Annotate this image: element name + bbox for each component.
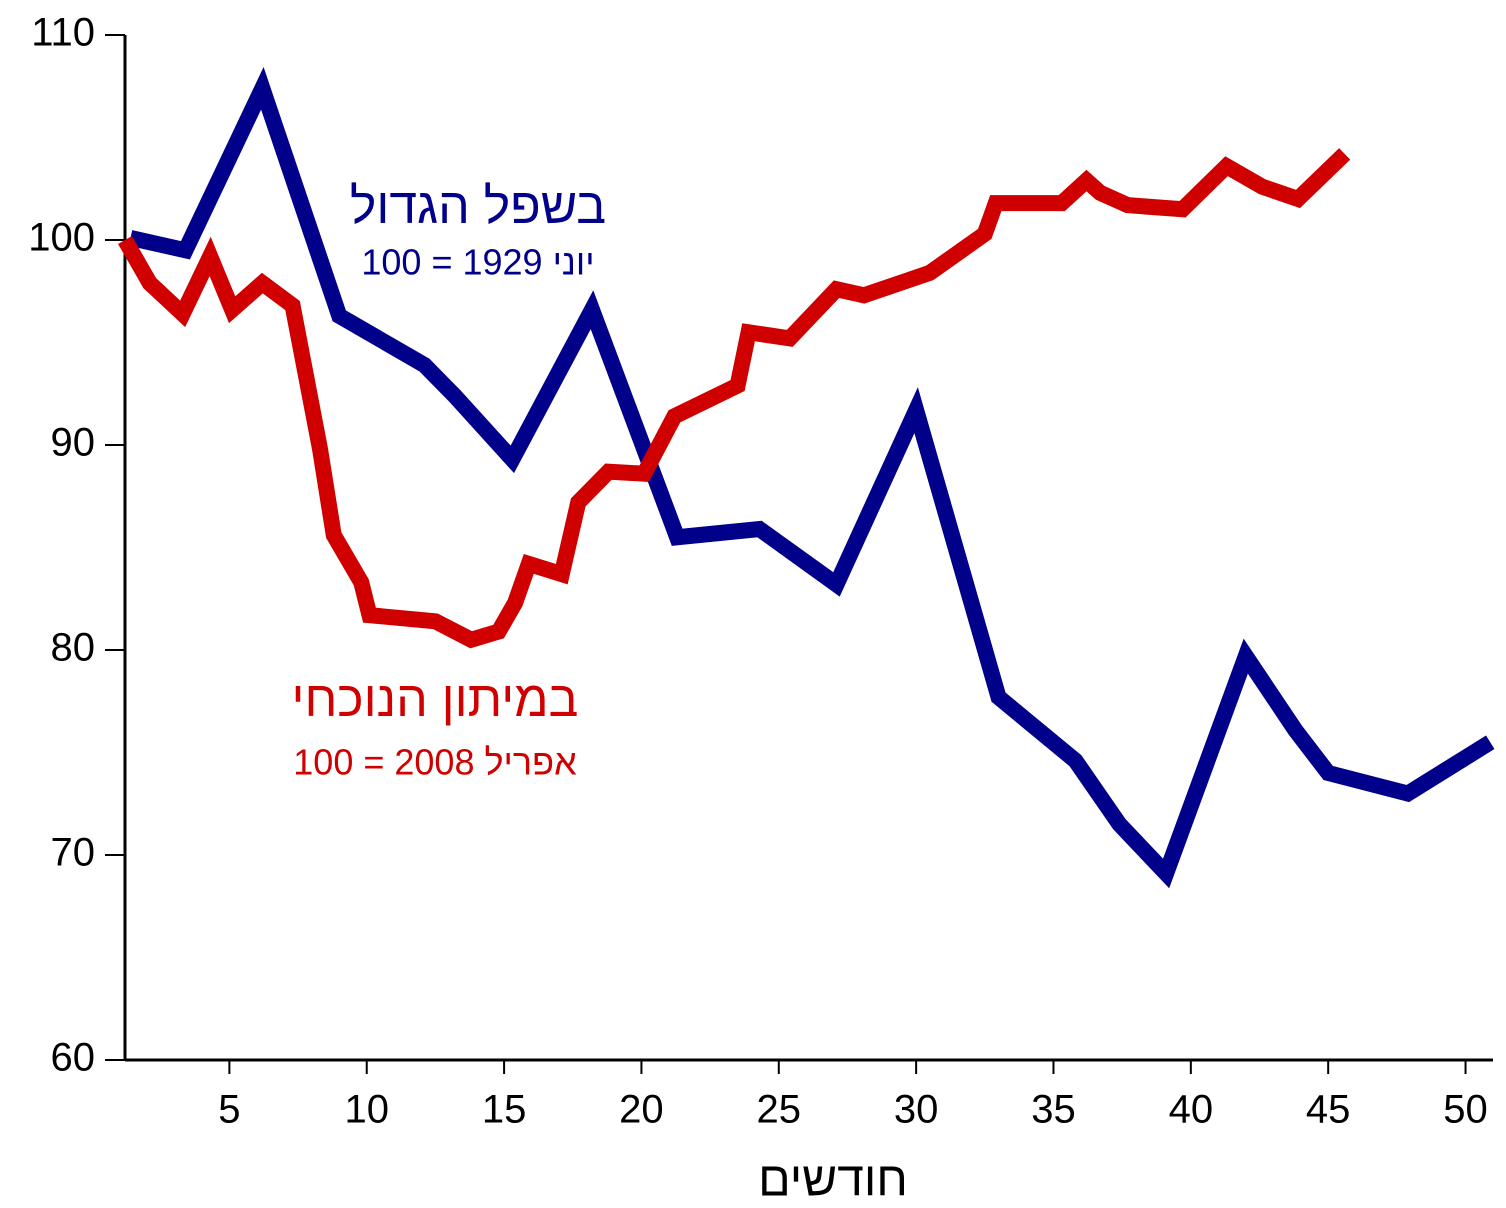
- series-line: [118, 148, 1351, 649]
- series-line: [128, 67, 1495, 889]
- y-tick-label: 100: [28, 216, 95, 260]
- x-tick-label: 5: [218, 1088, 240, 1132]
- series-label: בשפל הגדול: [350, 178, 606, 234]
- y-tick-label: 60: [51, 1036, 96, 1080]
- y-tick-label: 80: [51, 626, 96, 670]
- x-tick-label: 10: [344, 1088, 389, 1132]
- y-tick-label: 110: [31, 11, 95, 55]
- x-axis-label: חודשים: [758, 1154, 908, 1207]
- series-sublabel: יוני 1929 = 100: [361, 242, 594, 283]
- x-tick-label: 40: [1169, 1088, 1214, 1132]
- series-sublabel: אפריל 2008 = 100: [293, 742, 577, 783]
- y-tick-label: 70: [51, 831, 96, 875]
- y-tick-label: 90: [51, 421, 96, 465]
- x-tick-label: 20: [619, 1088, 664, 1132]
- x-tick-label: 15: [482, 1088, 527, 1132]
- x-tick-label: 45: [1306, 1088, 1351, 1132]
- series-label: במיתון הנוכחי: [292, 671, 579, 727]
- x-tick-label: 35: [1031, 1088, 1076, 1132]
- x-tick-label: 50: [1443, 1088, 1488, 1132]
- x-tick-label: 25: [757, 1088, 802, 1132]
- x-tick-label: 30: [894, 1088, 939, 1132]
